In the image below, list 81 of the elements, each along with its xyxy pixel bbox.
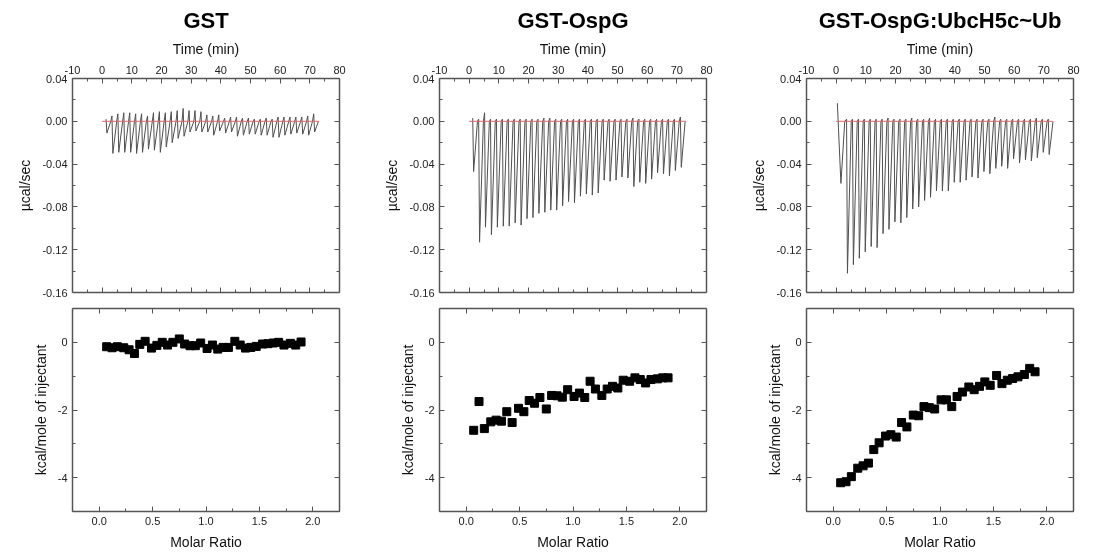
y-tick-label: -0.04 bbox=[42, 158, 68, 171]
x-tick-label: 0.5 bbox=[511, 514, 528, 527]
y-tick-label: -0.04 bbox=[409, 158, 435, 171]
x-tick-label: 30 bbox=[185, 63, 198, 76]
x-tick-label: 40 bbox=[948, 63, 961, 76]
x-axis-title: Molar Ratio bbox=[904, 533, 976, 550]
y-tick-label: -2 bbox=[791, 404, 802, 416]
x-tick-label: 0.0 bbox=[91, 514, 107, 527]
chart-title: GST bbox=[183, 7, 230, 33]
y-tick-label: 0.00 bbox=[413, 115, 435, 128]
x-tick-label: 1.5 bbox=[985, 514, 1002, 527]
x-tick-label: 20 bbox=[522, 63, 535, 76]
y-tick-label: -0.12 bbox=[42, 243, 68, 256]
y-tick-label: -2 bbox=[57, 404, 68, 416]
x-tick-label: 30 bbox=[919, 63, 932, 76]
x-tick-label: 50 bbox=[611, 63, 624, 76]
x-tick-label: 0.5 bbox=[878, 514, 895, 527]
y-tick-label: 0.00 bbox=[780, 115, 802, 128]
y-tick-label: 0 bbox=[61, 336, 68, 349]
x-tick-label: 30 bbox=[552, 63, 565, 76]
y-axis-title: µcal/sec bbox=[17, 159, 34, 212]
y-tick-label: -0.16 bbox=[776, 286, 802, 299]
x-tick-label: 20 bbox=[889, 63, 902, 76]
x-axis-title: Time (min) bbox=[906, 40, 974, 57]
y-axis-title: kcal/mole of injectant bbox=[766, 344, 783, 476]
x-tick-label: 10 bbox=[125, 63, 138, 76]
x-tick-label: 10 bbox=[492, 63, 505, 76]
y-axis-title: µcal/sec bbox=[751, 159, 768, 212]
x-tick-label: 0.0 bbox=[458, 514, 474, 527]
y-tick-label: -0.12 bbox=[409, 243, 435, 256]
x-axis-title: Molar Ratio bbox=[170, 533, 242, 550]
y-axis-title: µcal/sec bbox=[384, 159, 401, 212]
x-tick-label: 2.0 bbox=[672, 514, 688, 527]
y-axis-title: kcal/mole of injectant bbox=[399, 344, 416, 476]
y-tick-label: -0.16 bbox=[42, 286, 68, 299]
y-tick-label: -0.08 bbox=[42, 200, 68, 213]
x-tick-label: 1.0 bbox=[932, 514, 948, 527]
x-tick-label: 1.5 bbox=[618, 514, 635, 527]
x-tick-label: 70 bbox=[670, 63, 683, 76]
x-tick-label: 80 bbox=[1067, 63, 1080, 76]
x-tick-label: 0 bbox=[833, 63, 840, 76]
x-axis-title: Time (min) bbox=[172, 40, 240, 57]
x-tick-label: 1.0 bbox=[565, 514, 581, 527]
x-tick-label: 1.0 bbox=[198, 514, 214, 527]
x-tick-label: 60 bbox=[274, 63, 287, 76]
y-tick-label: 0 bbox=[795, 336, 802, 349]
x-tick-label: 60 bbox=[641, 63, 654, 76]
x-tick-label: 60 bbox=[1008, 63, 1021, 76]
y-tick-label: 0.00 bbox=[46, 115, 68, 128]
x-tick-label: 1.5 bbox=[251, 514, 268, 527]
y-tick-label: -2 bbox=[424, 404, 435, 416]
x-tick-label: 2.0 bbox=[305, 514, 321, 527]
x-tick-label: 80 bbox=[700, 63, 713, 76]
x-tick-label: 40 bbox=[581, 63, 594, 76]
x-axis-title: Time (min) bbox=[539, 40, 607, 57]
x-tick-label: 0 bbox=[99, 63, 106, 76]
y-tick-label: 0 bbox=[428, 336, 435, 349]
chart-title: GST-OspG:UbcH5c~Ub bbox=[818, 7, 1062, 33]
x-tick-label: 50 bbox=[244, 63, 257, 76]
y-tick-label: -0.08 bbox=[776, 200, 802, 213]
x-tick-label: 20 bbox=[155, 63, 168, 76]
y-tick-label: -0.16 bbox=[409, 286, 435, 299]
y-tick-label: -0.08 bbox=[409, 200, 435, 213]
x-tick-label: 40 bbox=[214, 63, 227, 76]
y-axis-title: kcal/mole of injectant bbox=[32, 344, 49, 476]
y-tick-label: -0.12 bbox=[776, 243, 802, 256]
x-tick-label: 10 bbox=[859, 63, 872, 76]
y-tick-label: -4 bbox=[57, 471, 68, 484]
y-tick-label: -4 bbox=[424, 471, 435, 484]
x-tick-label: 0.0 bbox=[825, 514, 841, 527]
x-tick-label: 0.5 bbox=[144, 514, 161, 527]
chart-title: GST-OspG bbox=[517, 7, 629, 33]
x-tick-label: 0 bbox=[466, 63, 473, 76]
x-tick-label: 70 bbox=[1037, 63, 1050, 76]
x-axis-title: Molar Ratio bbox=[537, 533, 609, 550]
x-tick-label: 50 bbox=[978, 63, 991, 76]
y-tick-label: -0.04 bbox=[776, 158, 802, 171]
y-tick-label: -4 bbox=[791, 471, 802, 484]
x-tick-label: 70 bbox=[303, 63, 316, 76]
x-tick-label: 2.0 bbox=[1039, 514, 1055, 527]
x-tick-label: 80 bbox=[333, 63, 346, 76]
